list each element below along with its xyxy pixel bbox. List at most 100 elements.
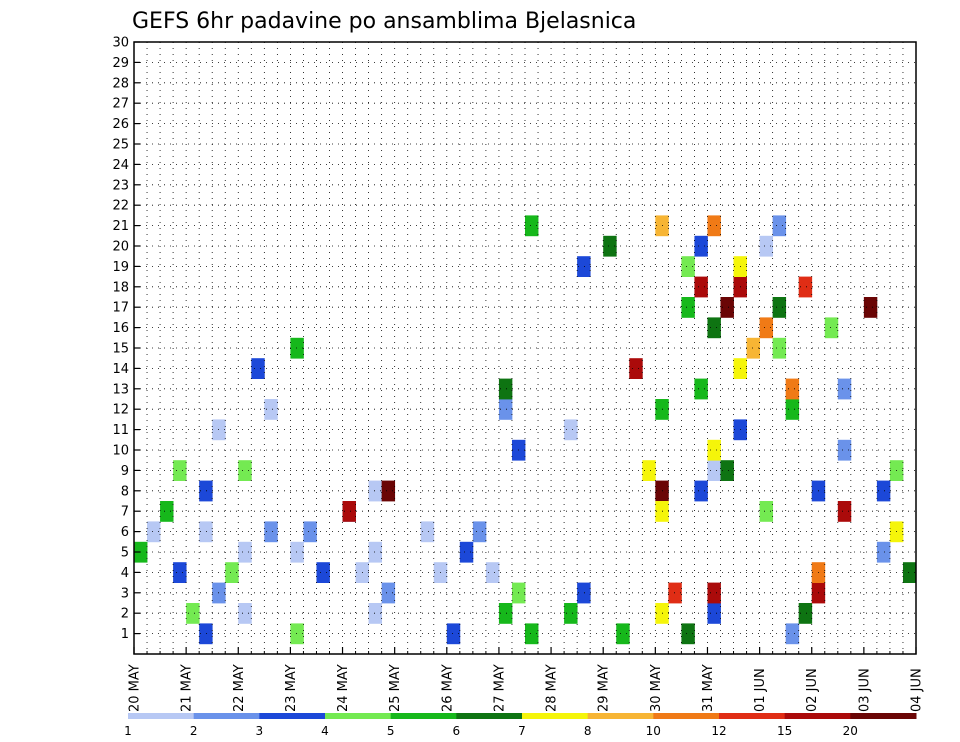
y-tick-label: 2	[121, 607, 129, 622]
y-tick-label: 10	[112, 444, 129, 459]
heatmap-cell	[485, 562, 500, 583]
colorbar-segment	[193, 713, 260, 719]
heatmap-cell	[173, 562, 187, 583]
heatmap-cell	[785, 378, 800, 400]
y-tick-label: 14	[112, 362, 129, 377]
colorbar-label: 15	[777, 724, 792, 738]
heatmap-cell	[238, 541, 252, 563]
heatmap-cell	[186, 603, 200, 624]
heatmap-cell	[902, 562, 917, 583]
x-tick-label: 22 MAY	[232, 664, 247, 712]
y-tick-label: 18	[112, 280, 129, 295]
heatmap-cell	[694, 378, 708, 400]
heatmap-cell	[420, 521, 435, 543]
heatmap-cell	[199, 521, 213, 543]
colorbar-label: 7	[518, 724, 526, 738]
colorbar-segment	[653, 713, 720, 719]
x-tick-label: 02 JUN	[805, 668, 820, 712]
heatmap-cell	[681, 256, 695, 277]
heatmap-cell	[772, 337, 787, 359]
y-tick-label: 9	[121, 464, 129, 479]
heatmap-cell	[707, 439, 721, 461]
heatmap-cell	[759, 235, 774, 257]
heatmap-cell	[199, 480, 213, 502]
heatmap-cell	[707, 603, 721, 624]
heatmap-cell	[173, 460, 187, 481]
heatmap-cell	[342, 501, 356, 522]
heatmap-cell	[381, 480, 396, 502]
heatmap-cell	[564, 419, 578, 441]
colorbar-label: 20	[843, 724, 858, 738]
colorbar-label: 2	[190, 724, 198, 738]
y-tick-label: 30	[112, 36, 129, 51]
y-tick-label: 7	[121, 505, 129, 520]
y-tick-label: 20	[112, 240, 129, 255]
heatmap-cell	[616, 623, 630, 645]
heatmap-cell	[707, 460, 721, 481]
colorbar-label: 6	[452, 724, 460, 738]
heatmap-cell	[876, 480, 891, 502]
y-tick-label: 13	[112, 382, 129, 397]
heatmap-cell	[772, 297, 787, 318]
x-axis: 20 MAY 21 MAY 22 MAY 23 MAY 24 MAY 25 MAY 26 M…	[128, 647, 925, 712]
y-tick-label: 12	[112, 403, 129, 418]
heatmap-cell	[316, 562, 330, 583]
y-tick-label: 15	[112, 342, 129, 357]
x-tick-label: 04 JUN	[910, 668, 925, 712]
heatmap-cell	[577, 256, 591, 277]
y-tick-label: 5	[121, 546, 129, 561]
colorbar-segment	[456, 713, 523, 719]
y-tick-label: 8	[121, 484, 129, 499]
colorbar-label: 12	[711, 724, 726, 738]
heatmap-cell	[694, 235, 708, 257]
y-tick-label: 21	[112, 219, 129, 234]
heatmap-cell	[694, 276, 708, 298]
heatmap-cell	[381, 582, 396, 604]
heatmap-cell	[629, 358, 643, 379]
colorbar-label: 1	[124, 724, 132, 738]
y-tick-label: 6	[121, 525, 129, 540]
colorbar-segment	[522, 713, 589, 719]
chart-title: GEFS 6hr padavine po ansamblima Bjelasni…	[132, 9, 636, 34]
heatmap-cell	[446, 623, 461, 645]
dotted-grid	[134, 41, 916, 654]
heatmap-cell	[498, 378, 513, 400]
colorbar-legend: 1 2 3 4 5 6 7 8 10 12 15 20	[124, 713, 917, 738]
y-tick-label: 27	[112, 97, 129, 112]
heatmap-cell	[746, 337, 760, 359]
x-tick-label: 01 JUN	[753, 668, 768, 712]
heatmap-cell	[459, 541, 474, 563]
heatmap-cell	[525, 623, 539, 645]
y-tick-label: 16	[112, 321, 129, 336]
heatmap-cells	[134, 215, 917, 645]
heatmap-cell	[160, 501, 174, 522]
colorbar-label: 3	[255, 724, 263, 738]
y-tick-label: 17	[112, 301, 129, 316]
heatmap-cell	[290, 541, 304, 563]
x-tick-label: 31 MAY	[701, 664, 716, 712]
heatmap-cell	[147, 521, 161, 543]
heatmap-cell	[785, 399, 800, 420]
x-tick-label: 29 MAY	[597, 664, 612, 712]
x-tick-label: 21 MAY	[180, 664, 195, 712]
heatmap-cell	[264, 521, 278, 543]
x-tick-label: 24 MAY	[336, 664, 351, 712]
heatmap-cell	[681, 623, 695, 645]
y-tick-label: 19	[112, 260, 129, 275]
heatmap-cell	[368, 603, 383, 624]
y-tick-label: 25	[112, 138, 129, 153]
heatmap-cell	[772, 215, 787, 237]
heatmap-cell	[759, 501, 774, 522]
colorbar-segment	[325, 713, 392, 719]
y-tick-label: 3	[121, 586, 129, 601]
heatmap-cell	[251, 358, 265, 379]
heatmap-cell	[498, 603, 513, 624]
heatmap-cell	[290, 623, 304, 645]
heatmap-cell	[798, 603, 813, 624]
heatmap-cell	[694, 480, 708, 502]
y-tick-label: 26	[112, 117, 129, 132]
heatmap-cell	[837, 439, 852, 461]
y-tick-label: 28	[112, 76, 129, 91]
heatmap-cell	[603, 235, 617, 257]
